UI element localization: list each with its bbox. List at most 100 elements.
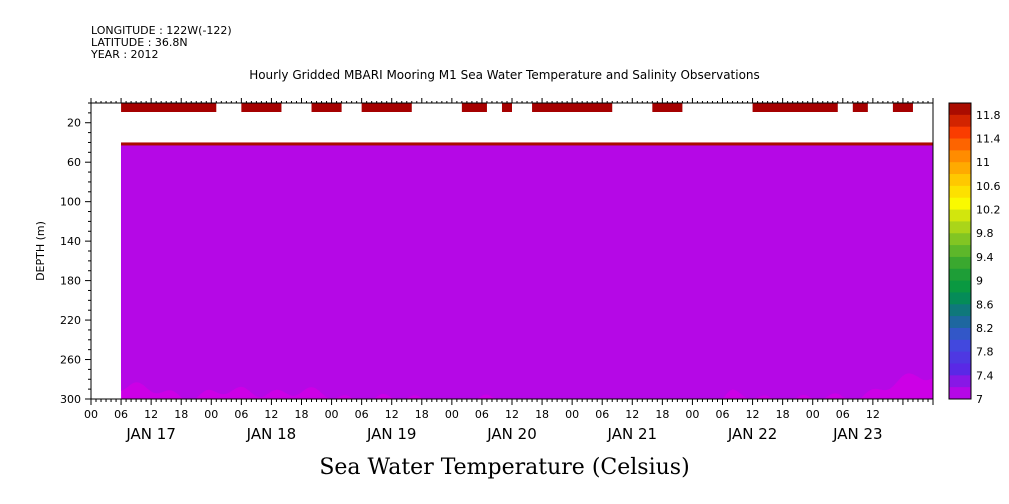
x-day-label: JAN 22 [727,425,778,443]
x-hour-label: 00 [84,408,98,421]
colorbar-label: 9.4 [976,251,994,264]
y-tick-label: 220 [60,314,81,327]
x-hour-label: 06 [234,408,248,421]
x-hour-label: 12 [866,408,880,421]
y-tick-label: 140 [60,235,81,248]
temp-band-top [121,142,933,146]
colorbar-segment [949,268,971,282]
year-label: YEAR : 2012 [91,48,159,61]
x-day-label: JAN 17 [125,425,176,443]
latitude-label: LATITUDE : 36.8N [91,36,188,49]
x-hour-label: 18 [415,408,429,421]
y-tick-label: 100 [60,196,81,209]
colorbar-segment [949,138,971,151]
colorbar-segment [949,233,971,246]
x-axis: 00 06 12 18 00 06 12 18 00 06 12 18 00 06 12 18 00 06 12 18… [84,98,934,443]
colorbar-label: 10.6 [976,180,1001,193]
y-tick-label: 260 [60,354,81,367]
surface-bar-7 [652,103,683,112]
colorbar-segment [949,351,971,364]
y-axis: 20 60 100 140 180 220 260 300 [60,102,91,406]
x-hour-label: 06 [716,408,730,421]
colorbar-segment [949,174,971,187]
colorbar-segment [949,126,971,140]
colorbar-label: 8.6 [976,298,994,311]
colorbar-label: 8.2 [976,322,994,335]
surface-bar-10 [892,103,913,112]
x-hour-label: 06 [475,408,489,421]
x-hour-label: 00 [565,408,579,421]
y-tick-label: 60 [67,156,81,169]
x-hour-label: 06 [595,408,609,421]
colorbar-segment [949,245,971,258]
y-tick-label: 180 [60,275,81,288]
x-hour-label: 18 [174,408,188,421]
x-hour-label: 12 [625,408,639,421]
colorbar-segment [949,114,971,128]
surface-bar-2 [311,103,342,112]
colorbar-label: 9 [976,275,983,288]
colorbar-label: 10.2 [976,204,1001,217]
colorbar-label: 9.8 [976,227,994,240]
y-tick-label: 20 [67,117,81,130]
x-hour-label: 06 [836,408,850,421]
x-hour-label: 12 [746,408,760,421]
x-hour-label: 06 [355,408,369,421]
colorbar-segment [949,103,971,116]
colorbar-segment [949,375,971,388]
surface-bar-6 [532,103,613,112]
x-day-label: JAN 21 [607,425,658,443]
x-day-label: JAN 20 [486,425,537,443]
x-day-label: JAN 18 [246,425,297,443]
colorbar-segment [949,280,971,293]
temperature-contour-fill [121,142,933,399]
y-axis-label: DEPTH (m) [34,221,47,281]
colorbar-segment [949,387,971,400]
colorbar-label: 11 [976,156,990,169]
colorbar-segment [949,256,971,270]
colorbar-segment [949,221,971,234]
colorbar-segment [949,197,971,211]
x-hour-label: 00 [325,408,339,421]
colorbar-segment [949,292,971,305]
x-hour-label: 12 [385,408,399,421]
x-hour-label: 00 [204,408,218,421]
colorbar-segment [949,304,971,317]
surface-bar-1 [241,103,282,112]
surface-bar-4 [461,103,487,112]
colorbar-segment [949,185,971,199]
x-hour-label: 18 [655,408,669,421]
colorbar-label: 11.8 [976,109,1001,122]
y-tick-label: 300 [60,393,81,406]
temp-band-7.2 [121,142,933,399]
x-hour-label: 00 [685,408,699,421]
surface-bar-9 [852,103,868,112]
x-hour-label: 18 [776,408,790,421]
colorbar-segment [949,339,971,353]
x-hour-label: 12 [144,408,158,421]
colorbar-segment [949,150,971,163]
colorbar-segment [949,162,971,175]
colorbar-label: 7 [976,393,983,406]
surface-bar-5 [501,103,512,112]
x-hour-label: 00 [445,408,459,421]
chart-subtitle: Sea Water Temperature (Celsius) [319,455,690,480]
colorbar-segment [949,209,971,222]
surface-bar-8 [752,103,838,112]
x-day-label: JAN 19 [366,425,417,443]
colorbar-label: 11.4 [976,133,1001,146]
x-hour-label: 00 [806,408,820,421]
colorbar-segment [949,327,971,341]
colorbar: 11.8 11.4 11 10.6 10.2 9.8 9.4 9 8.6 8.2 7.8 7.4 7 [948,102,1001,406]
chart-title: Hourly Gridded MBARI Mooring M1 Sea Wate… [249,68,760,82]
surface-data-bars [121,103,913,112]
x-day-label: JAN 23 [832,425,883,443]
x-hour-label: 12 [505,408,519,421]
x-hour-label: 18 [295,408,309,421]
x-hour-label: 12 [264,408,278,421]
colorbar-frame [948,102,972,400]
colorbar-segment [949,363,971,376]
surface-bar-0 [121,103,217,112]
colorbar-label: 7.8 [976,346,994,359]
